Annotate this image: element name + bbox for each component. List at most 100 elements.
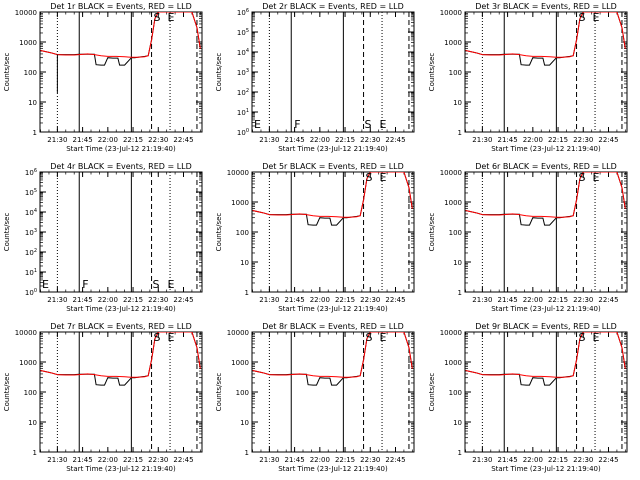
- y-tick-label: 100: [237, 128, 249, 137]
- lld-series-line: [465, 12, 626, 58]
- x-tick-label: 22:45: [385, 296, 405, 304]
- y-tick-label: 100: [24, 389, 37, 397]
- x-tick-label: 21:45: [285, 136, 305, 144]
- flag-label: S: [366, 171, 373, 184]
- x-tick-label: 22:45: [173, 136, 193, 144]
- lld-series-line: [40, 12, 201, 58]
- events-series-line: [465, 172, 626, 226]
- flag-label: S: [366, 331, 373, 344]
- plot-p3: Det 3r BLACK = Events, RED = LLD 1 10 100 10…: [428, 2, 628, 153]
- x-tick-label: 22:15: [335, 136, 355, 144]
- x-tick-label: 22:30: [360, 296, 380, 304]
- y-tick-label: 100: [449, 229, 462, 237]
- plot-title: Det 4r BLACK = Events, RED = LLD: [50, 162, 192, 171]
- y-tick-label: 102: [237, 88, 249, 97]
- x-tick-label: 22:15: [548, 456, 568, 464]
- flag-label: E: [380, 171, 387, 184]
- x-tick-label: 22:00: [523, 136, 543, 144]
- plot-frame: [39, 171, 203, 293]
- y-tick-label: 10000: [440, 329, 462, 337]
- x-tick-label: 21:45: [498, 456, 518, 464]
- plot-frame: [464, 171, 628, 293]
- plot-p4: Det 4r BLACK = Events, RED = LLD 100 101 10…: [3, 162, 203, 313]
- flag-label: F: [294, 118, 300, 131]
- plot-title: Det 9r BLACK = Events, RED = LLD: [475, 322, 617, 331]
- x-tick-label: 21:30: [47, 136, 67, 144]
- plot-title: Det 5r BLACK = Events, RED = LLD: [262, 162, 404, 171]
- lld-series-line: [465, 332, 626, 378]
- x-tick-label: 21:30: [259, 136, 279, 144]
- flag-label: F: [82, 278, 88, 291]
- y-tick-label: 10: [453, 259, 462, 267]
- y-tick-label: 10: [28, 99, 37, 107]
- x-tick-label: 22:00: [310, 136, 330, 144]
- plot-title: Det 2r BLACK = Events, RED = LLD: [262, 2, 404, 11]
- x-tick-label: 21:45: [73, 296, 93, 304]
- y-tick-label: 1: [33, 449, 37, 457]
- x-axis-label: Start Time (23-Jul-12 21:19:40): [66, 465, 176, 473]
- x-tick-label: 22:45: [598, 296, 618, 304]
- x-axis-label: Start Time (23-Jul-12 21:19:40): [66, 305, 176, 313]
- x-tick-label: 22:30: [573, 136, 593, 144]
- flag-label: E: [593, 171, 600, 184]
- y-tick-label: 100: [25, 288, 37, 297]
- y-tick-label: 10000: [440, 169, 462, 177]
- plot-title: Det 7r BLACK = Events, RED = LLD: [50, 322, 192, 331]
- y-tick-label: 10: [240, 419, 249, 427]
- y-tick-label: 101: [237, 108, 249, 117]
- flag-label: S: [579, 171, 586, 184]
- y-tick-label: 1: [458, 289, 462, 297]
- x-tick-label: 22:00: [98, 296, 118, 304]
- y-tick-label: 10000: [15, 329, 37, 337]
- y-tick-label: 1: [458, 129, 462, 137]
- x-tick-label: 22:15: [335, 456, 355, 464]
- x-tick-label: 22:30: [148, 296, 168, 304]
- x-axis-label: Start Time (23-Jul-12 21:19:40): [491, 465, 601, 473]
- x-tick-label: 21:30: [259, 296, 279, 304]
- y-tick-label: 1000: [444, 199, 462, 207]
- events-series-line: [40, 332, 201, 386]
- x-tick-label: 21:30: [47, 296, 67, 304]
- y-tick-label: 1: [33, 129, 37, 137]
- plot-title: Det 6r BLACK = Events, RED = LLD: [475, 162, 617, 171]
- x-tick-label: 22:15: [335, 296, 355, 304]
- y-tick-label: 105: [25, 188, 37, 197]
- y-tick-label: 101: [25, 268, 37, 277]
- x-tick-label: 21:30: [472, 456, 492, 464]
- lld-series-line: [465, 172, 626, 218]
- x-axis-label: Start Time (23-Jul-12 21:19:40): [491, 305, 601, 313]
- plot-p1: Det 1r BLACK = Events, RED = LLD 1 10 100 10…: [3, 2, 203, 153]
- flag-label: E: [380, 118, 387, 131]
- y-tick-label: 1: [458, 449, 462, 457]
- y-tick-label: 10000: [227, 329, 249, 337]
- plot-p6: Det 6r BLACK = Events, RED = LLD 1 10 100 10…: [428, 162, 628, 313]
- plot-frame: [39, 11, 203, 133]
- y-tick-label: 100: [236, 389, 249, 397]
- flag-label: S: [365, 118, 372, 131]
- y-tick-label: 10000: [440, 9, 462, 17]
- x-tick-label: 22:45: [173, 456, 193, 464]
- y-tick-label: 102: [25, 248, 37, 257]
- x-tick-label: 22:30: [573, 296, 593, 304]
- x-tick-label: 22:15: [123, 456, 143, 464]
- flag-label: E: [380, 331, 387, 344]
- y-tick-label: 1000: [231, 199, 249, 207]
- x-tick-label: 22:30: [360, 456, 380, 464]
- lld-series-line: [40, 332, 201, 378]
- x-tick-label: 22:00: [310, 456, 330, 464]
- events-series-line: [40, 12, 201, 66]
- x-tick-label: 22:45: [598, 136, 618, 144]
- y-tick-label: 10000: [227, 169, 249, 177]
- x-tick-label: 22:00: [523, 296, 543, 304]
- flag-label: E: [168, 278, 175, 291]
- x-tick-label: 21:30: [472, 296, 492, 304]
- y-tick-label: 10: [240, 259, 249, 267]
- x-tick-label: 22:00: [98, 456, 118, 464]
- y-tick-label: 106: [237, 8, 249, 17]
- y-tick-label: 100: [449, 389, 462, 397]
- flag-label: S: [154, 331, 161, 344]
- flag-label: S: [154, 11, 161, 24]
- y-tick-label: 100: [24, 69, 37, 77]
- y-axis-label: Counts/sec: [215, 213, 223, 252]
- y-axis-label: Counts/sec: [428, 53, 436, 92]
